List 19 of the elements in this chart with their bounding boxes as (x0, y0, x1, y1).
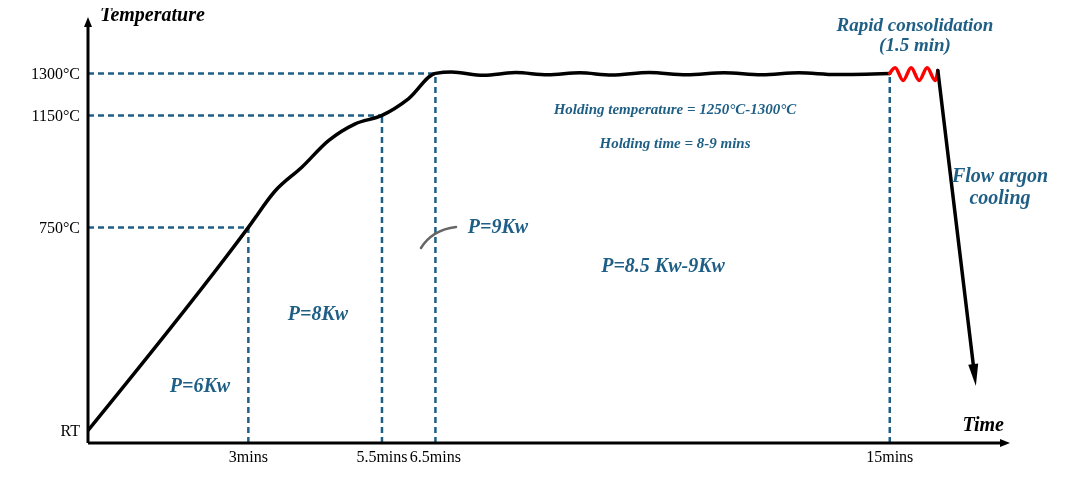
annotation: Rapid consolidation (1.5 min) (835, 13, 994, 56)
annotation: P=6Kw (168, 374, 231, 396)
x-axis-title: Time (962, 413, 1005, 435)
annotation: Flow argon cooling (950, 164, 1049, 209)
y-tick-label: 750°C (38, 219, 80, 237)
y-tick-label: 1300°C (30, 65, 80, 83)
x-tick-label: 6.5mins (409, 448, 461, 466)
line-series (888, 66, 940, 83)
y-axis-title: Temperature (100, 3, 205, 26)
annotation: Holding temperature = 1250°C-1300°C (552, 101, 798, 117)
x-tick-label: 3mins (228, 448, 268, 466)
y-tick-label: RT (60, 422, 81, 440)
annotation: P=8Kw (286, 302, 349, 324)
annotation: Holding time = 8-9 mins (598, 135, 751, 151)
annotation: P=9Kw (466, 215, 529, 237)
y-tick-label: 1150°C (31, 107, 80, 125)
x-tick-label: 5.5mins (356, 448, 408, 466)
x-tick-label: 15mins (866, 448, 914, 466)
annotation: P=8.5 Kw-9Kw (600, 254, 726, 276)
